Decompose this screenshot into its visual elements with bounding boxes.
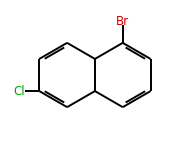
Text: Cl: Cl — [13, 85, 25, 98]
Text: Br: Br — [116, 15, 129, 27]
